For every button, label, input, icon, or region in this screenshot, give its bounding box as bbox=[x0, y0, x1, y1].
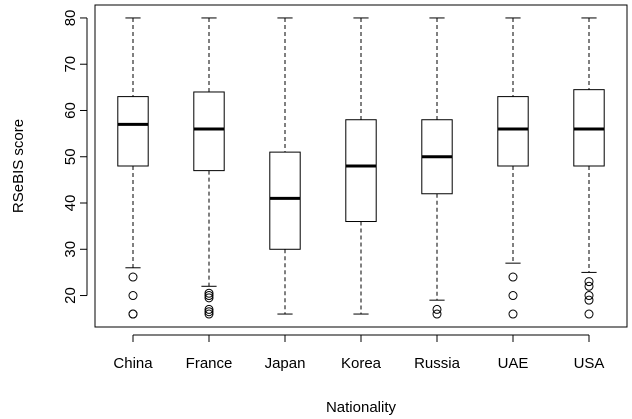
outlier-point bbox=[432, 304, 442, 314]
outlier-point bbox=[128, 291, 138, 301]
outlier-point bbox=[508, 291, 518, 301]
box-group-usa bbox=[573, 17, 605, 319]
x-axis: China France Japan Korea Russia UAE USA bbox=[113, 334, 605, 372]
y-tick-label: 40 bbox=[62, 195, 79, 212]
box-group-china bbox=[117, 17, 149, 319]
outlier-point bbox=[204, 307, 214, 317]
y-tick-label: 70 bbox=[62, 56, 79, 73]
x-tick-label: Russia bbox=[414, 355, 461, 372]
x-tick-label: France bbox=[186, 355, 233, 372]
box bbox=[269, 151, 301, 250]
outlier-point bbox=[508, 272, 518, 282]
outlier-point bbox=[584, 281, 594, 291]
y-tick-label: 80 bbox=[62, 10, 79, 27]
outlier-point bbox=[204, 309, 214, 319]
box-group-uae bbox=[497, 17, 529, 319]
plot-marks bbox=[117, 17, 605, 319]
y-tick-label: 60 bbox=[62, 102, 79, 119]
x-tick-label: China bbox=[113, 355, 153, 372]
outlier-point bbox=[204, 304, 214, 314]
plot-frame bbox=[94, 4, 628, 328]
x-tick-label: Japan bbox=[265, 355, 306, 372]
box-group-korea bbox=[345, 17, 377, 315]
box bbox=[497, 96, 529, 167]
y-tick-label: 20 bbox=[62, 287, 79, 304]
y-tick-label: 30 bbox=[62, 241, 79, 258]
y-axis: 20 30 40 50 60 70 80 bbox=[62, 10, 88, 304]
box bbox=[345, 119, 377, 223]
box-group-russia bbox=[421, 17, 453, 319]
x-tick-label: UAE bbox=[498, 355, 529, 372]
box bbox=[193, 91, 225, 172]
outlier-point bbox=[584, 291, 594, 301]
outlier-point bbox=[204, 288, 214, 298]
x-tick-label: Korea bbox=[341, 355, 382, 372]
x-tick-label: USA bbox=[574, 355, 605, 372]
box bbox=[117, 96, 149, 167]
y-axis-title: RSeBIS score bbox=[10, 119, 27, 213]
y-tick-label: 50 bbox=[62, 148, 79, 165]
x-axis-title: Nationality bbox=[326, 399, 397, 416]
outlier-point bbox=[128, 272, 138, 282]
outlier-point bbox=[584, 277, 594, 287]
outlier-point bbox=[204, 293, 214, 303]
outlier-point bbox=[584, 295, 594, 305]
box-group-japan bbox=[269, 17, 301, 315]
outlier-point bbox=[204, 291, 214, 301]
outlier-point bbox=[128, 309, 138, 319]
box-group-france bbox=[193, 17, 225, 319]
outlier-point bbox=[508, 309, 518, 319]
outlier-point bbox=[432, 309, 442, 319]
outlier-point bbox=[584, 309, 594, 319]
